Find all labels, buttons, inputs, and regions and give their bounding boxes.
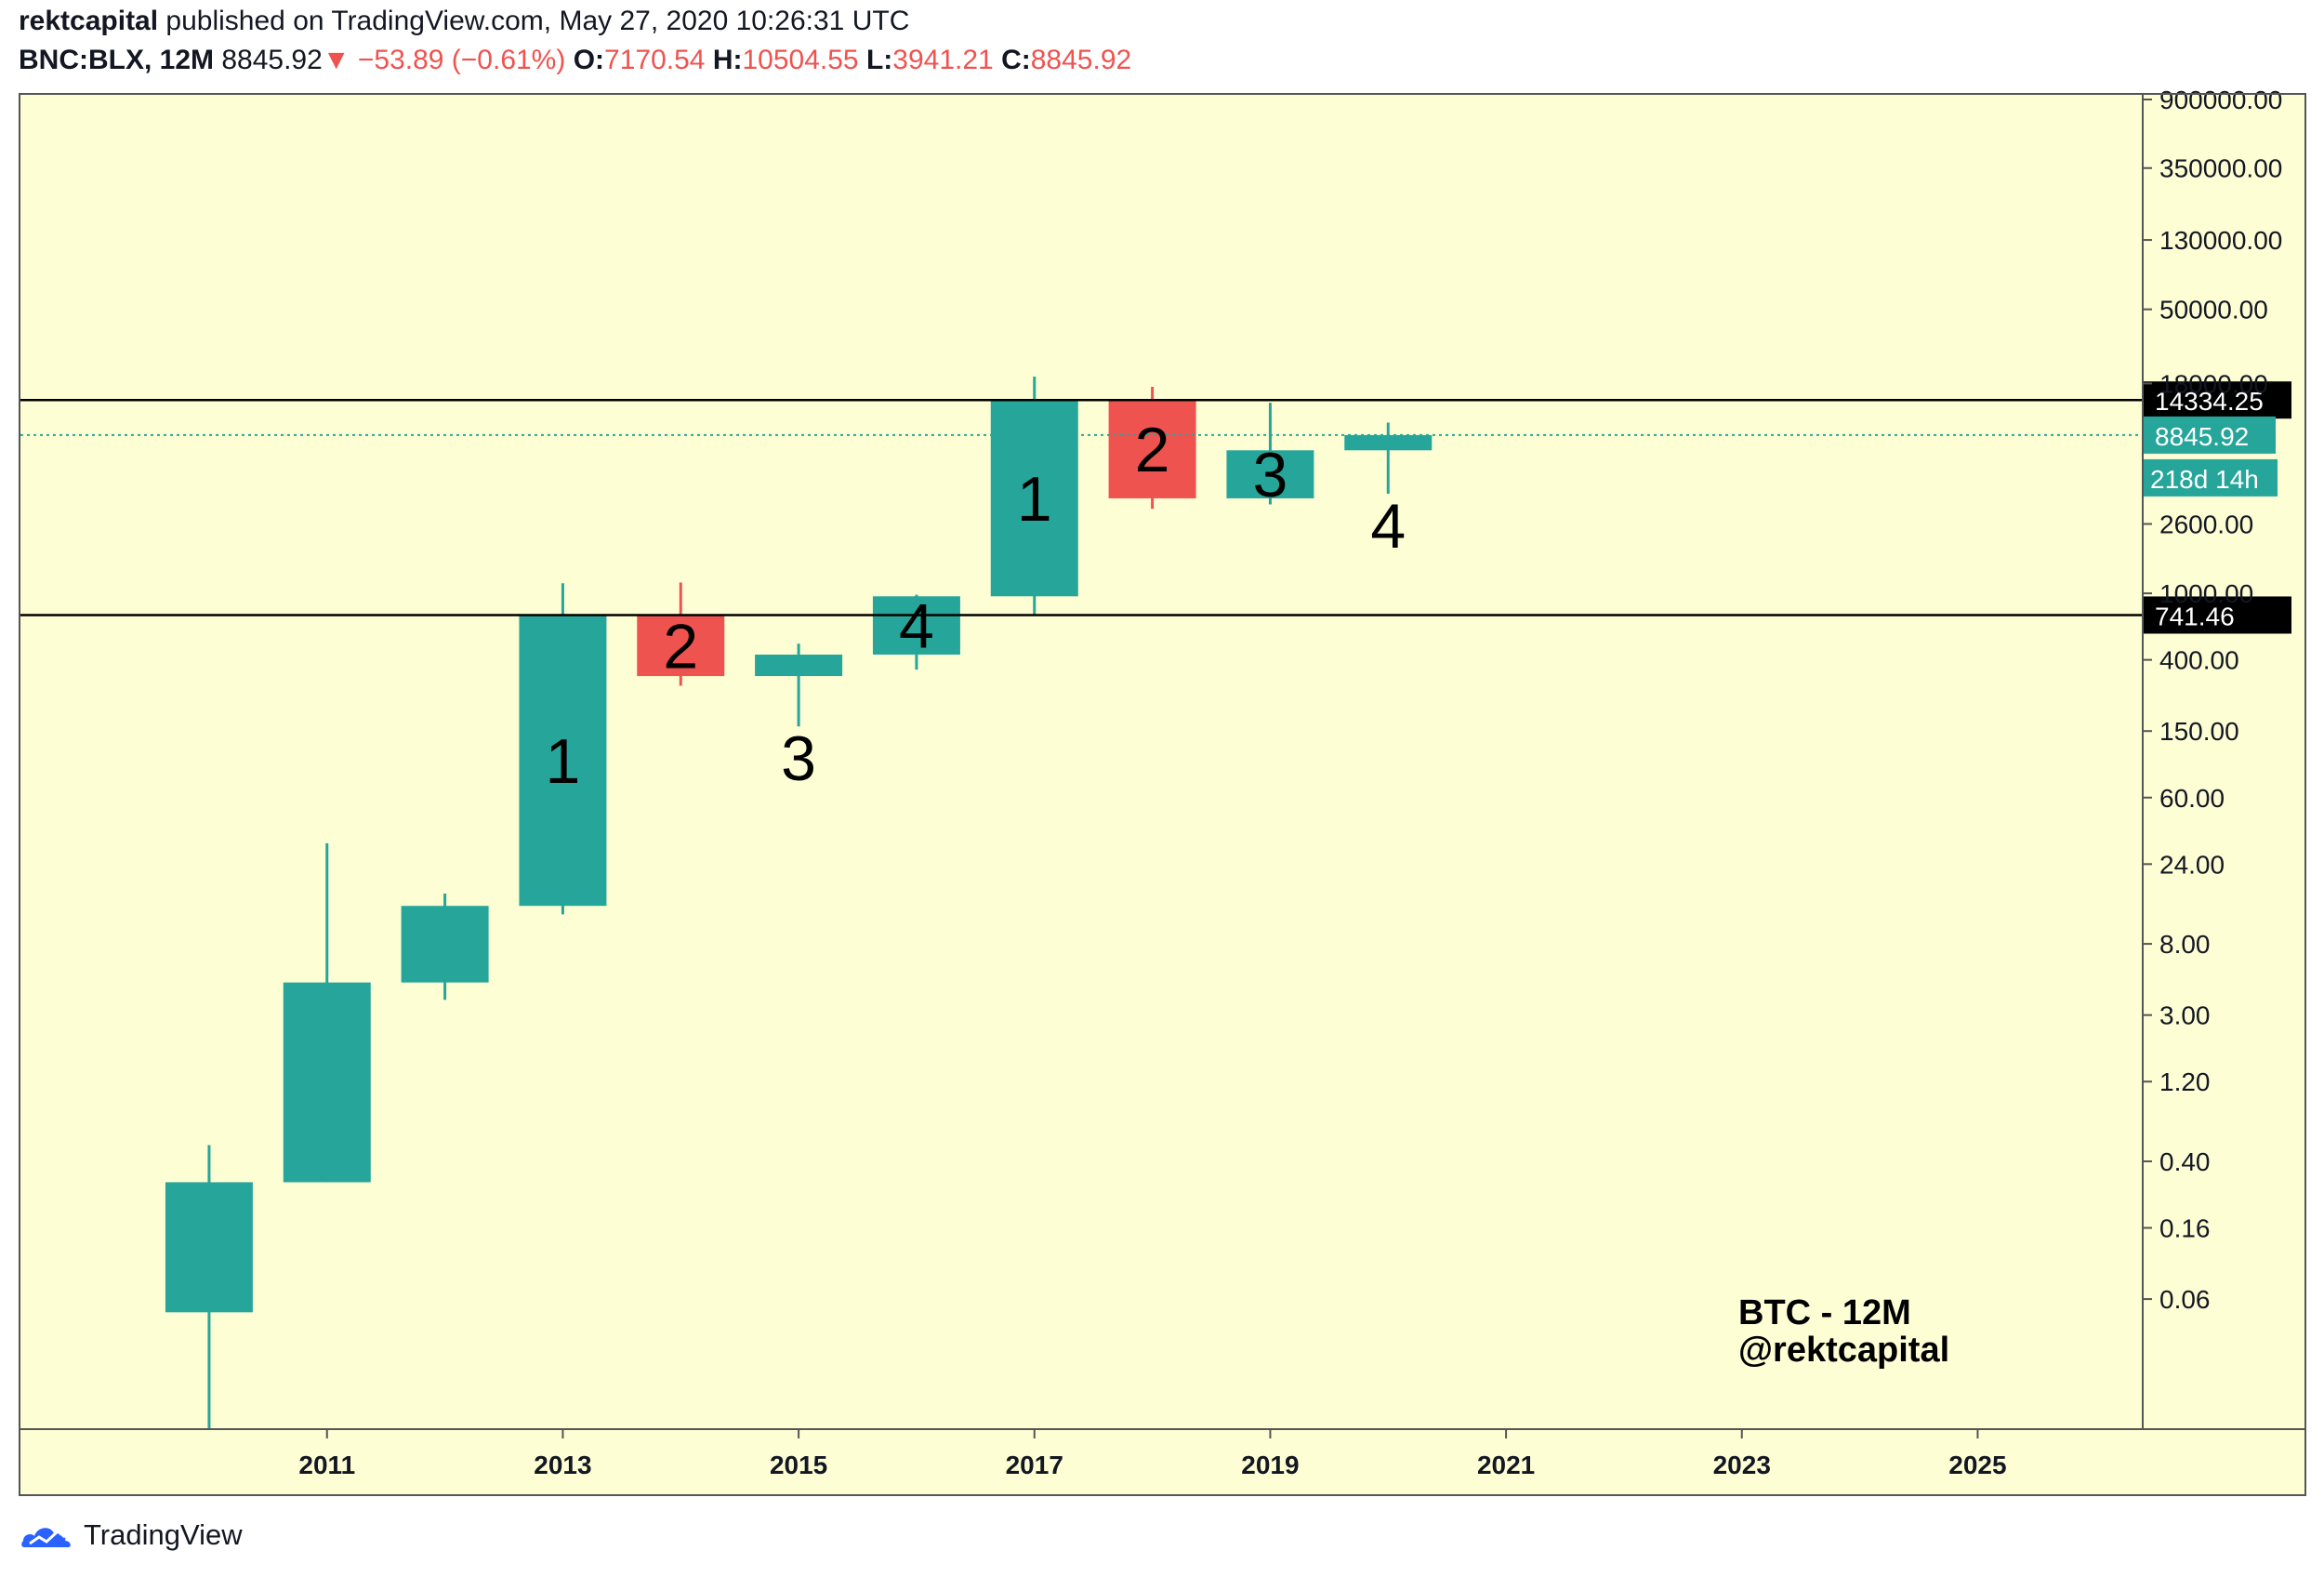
author-name[interactable]: rektcapital xyxy=(19,6,159,36)
y-tick-label: 18000.00 xyxy=(2159,369,2268,398)
candle-body-2017[interactable] xyxy=(990,400,1078,597)
plot-area[interactable] xyxy=(20,94,2143,1429)
countdown-badge xyxy=(2143,458,2278,497)
y-tick-label: 130000.00 xyxy=(2159,226,2282,255)
level-price-label: 14334.25 xyxy=(2155,387,2264,416)
x-tick-label: 2025 xyxy=(1948,1451,2006,1479)
x-tick-label: 2017 xyxy=(1006,1451,1063,1479)
y-tick-label: 1.20 xyxy=(2159,1067,2211,1096)
y-tick-label: 400.00 xyxy=(2159,646,2239,675)
cycle-label-2014: 2 xyxy=(663,611,698,682)
level-price-badge xyxy=(2143,381,2291,419)
y-tick-label: 0.06 xyxy=(2159,1285,2211,1314)
open-value: 7170.54 xyxy=(604,45,706,75)
tradingview-logo-icon xyxy=(21,1528,71,1547)
level-price-badge xyxy=(2143,596,2291,634)
candle-body-2013[interactable] xyxy=(519,615,607,907)
last-price: 8845.92 xyxy=(221,45,323,75)
candle-body-2019[interactable] xyxy=(1226,450,1314,498)
candle-body-2018[interactable] xyxy=(1108,400,1196,498)
candle-body-2016[interactable] xyxy=(872,596,960,656)
x-tick-label: 2019 xyxy=(1241,1451,1299,1479)
chart-frame xyxy=(19,93,2306,1496)
last-price-label: 8845.92 xyxy=(2155,422,2249,451)
candle-body-2010[interactable] xyxy=(165,1182,253,1313)
close-value: 8845.92 xyxy=(1030,45,1132,75)
tradingview-brand: TradingView xyxy=(84,1518,243,1551)
y-tick-label: 8.00 xyxy=(2159,930,2211,959)
chart-annotation-handle: @rektcapital xyxy=(1738,1331,1949,1370)
level-price-label: 741.46 xyxy=(2155,602,2235,630)
price-change: −53.89 (−0.61%) xyxy=(357,45,566,75)
high-label: H: xyxy=(712,45,743,75)
x-tick-label: 2023 xyxy=(1713,1451,1771,1479)
symbol-info: BNC:BLX, 12M 8845.92▼ −53.89 (−0.61%) O:… xyxy=(19,45,1131,76)
low-value: 3941.21 xyxy=(892,45,994,75)
down-arrow-icon: ▼ xyxy=(322,45,350,75)
cycle-label-2016: 4 xyxy=(899,591,934,662)
cycle-label-2013: 1 xyxy=(546,726,581,797)
candle-body-2020[interactable] xyxy=(1344,434,1433,451)
publish-info: rektcapital published on TradingView.com… xyxy=(19,6,909,37)
y-tick-label: 2600.00 xyxy=(2159,510,2253,539)
candle-body-2015[interactable] xyxy=(755,655,843,677)
y-tick-label: 50000.00 xyxy=(2159,296,2268,325)
y-tick-label: 60.00 xyxy=(2159,784,2225,813)
x-tick-label: 2013 xyxy=(534,1451,591,1479)
price-axis[interactable] xyxy=(2143,94,2305,1429)
chart-annotation-title: BTC - 12M xyxy=(1738,1293,1911,1332)
close-label: C: xyxy=(1001,45,1031,75)
x-tick-label: 2015 xyxy=(770,1451,827,1479)
high-value: 10504.55 xyxy=(742,45,859,75)
published-text: published on TradingView.com, May 27, 20… xyxy=(165,6,910,36)
low-label: L: xyxy=(865,45,893,75)
x-tick-label: 2011 xyxy=(298,1451,355,1479)
last-price-badge xyxy=(2143,416,2276,454)
cycle-label-2019: 3 xyxy=(1253,440,1288,510)
countdown-label: 218d 14h xyxy=(2150,465,2259,494)
y-tick-label: 150.00 xyxy=(2159,717,2239,746)
y-tick-label: 1000.00 xyxy=(2159,579,2253,608)
candle-body-2014[interactable] xyxy=(637,615,725,677)
y-tick-label: 24.00 xyxy=(2159,850,2225,879)
y-tick-label: 3.00 xyxy=(2159,1001,2211,1030)
time-axis[interactable] xyxy=(20,1429,2305,1495)
y-tick-label: 0.16 xyxy=(2159,1214,2211,1243)
open-label: O: xyxy=(573,45,605,75)
y-tick-label: 350000.00 xyxy=(2159,154,2282,183)
cycle-label-2020: 4 xyxy=(1370,491,1406,562)
candle-body-2012[interactable] xyxy=(401,906,489,983)
cycle-label-2017: 1 xyxy=(1017,464,1052,535)
y-tick-label: 900000.00 xyxy=(2159,86,2282,114)
y-tick-label: 0.40 xyxy=(2159,1147,2211,1176)
cycle-label-2018: 2 xyxy=(1135,415,1170,485)
cycle-label-2015: 3 xyxy=(781,723,816,794)
x-tick-label: 2021 xyxy=(1477,1451,1535,1479)
candle-body-2011[interactable] xyxy=(283,982,371,1183)
symbol-label: BNC:BLX, 12M xyxy=(19,45,215,75)
tradingview-footer[interactable]: TradingView xyxy=(20,1512,243,1558)
